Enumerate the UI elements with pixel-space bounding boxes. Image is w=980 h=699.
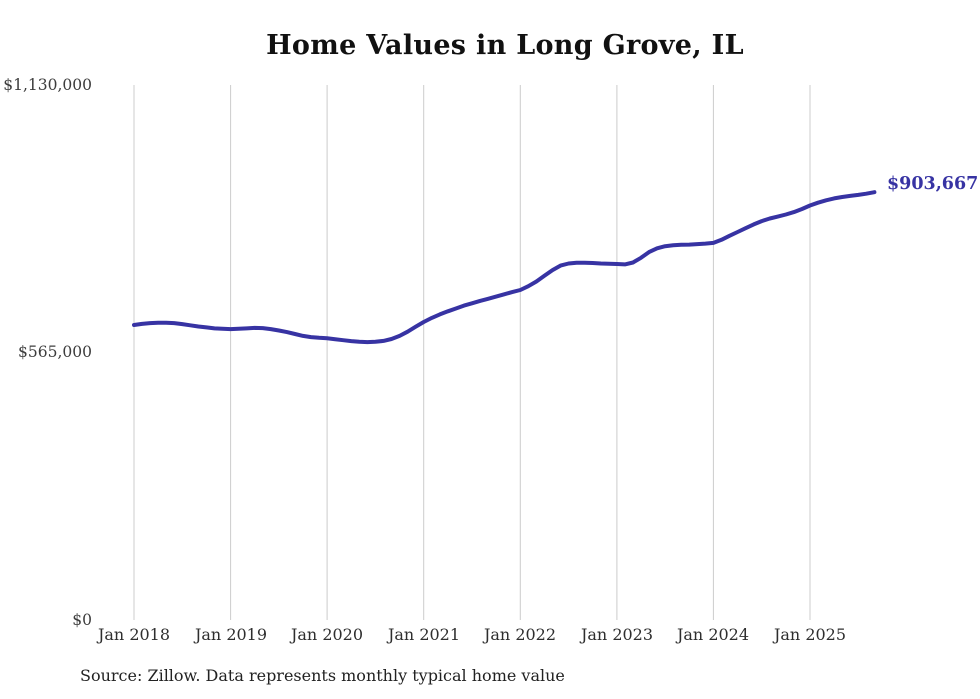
chart-title: Home Values in Long Grove, IL [266,30,744,61]
x-axis-label-2024: Jan 2024 [676,625,750,644]
y-axis-label-top: $1,130,000 [3,76,92,94]
x-axis-label-2022: Jan 2022 [483,625,557,644]
x-axis-label-2023: Jan 2023 [580,625,654,644]
x-axis-label-2025: Jan 2025 [773,625,847,644]
y-axis-label-zero: $0 [72,611,92,629]
source-note: Source: Zillow. Data represents monthly … [80,666,565,685]
y-axis-label-mid: $565,000 [18,343,92,361]
latest-value-label: $903,667 [887,174,979,194]
x-axis-label-2019: Jan 2019 [194,625,268,644]
x-axis-label-2021: Jan 2021 [387,625,461,644]
gridlines [133,85,811,620]
value-line [132,190,877,345]
x-axis-label-2020: Jan 2020 [290,625,364,644]
x-axis-label-2018: Jan 2018 [97,625,171,644]
